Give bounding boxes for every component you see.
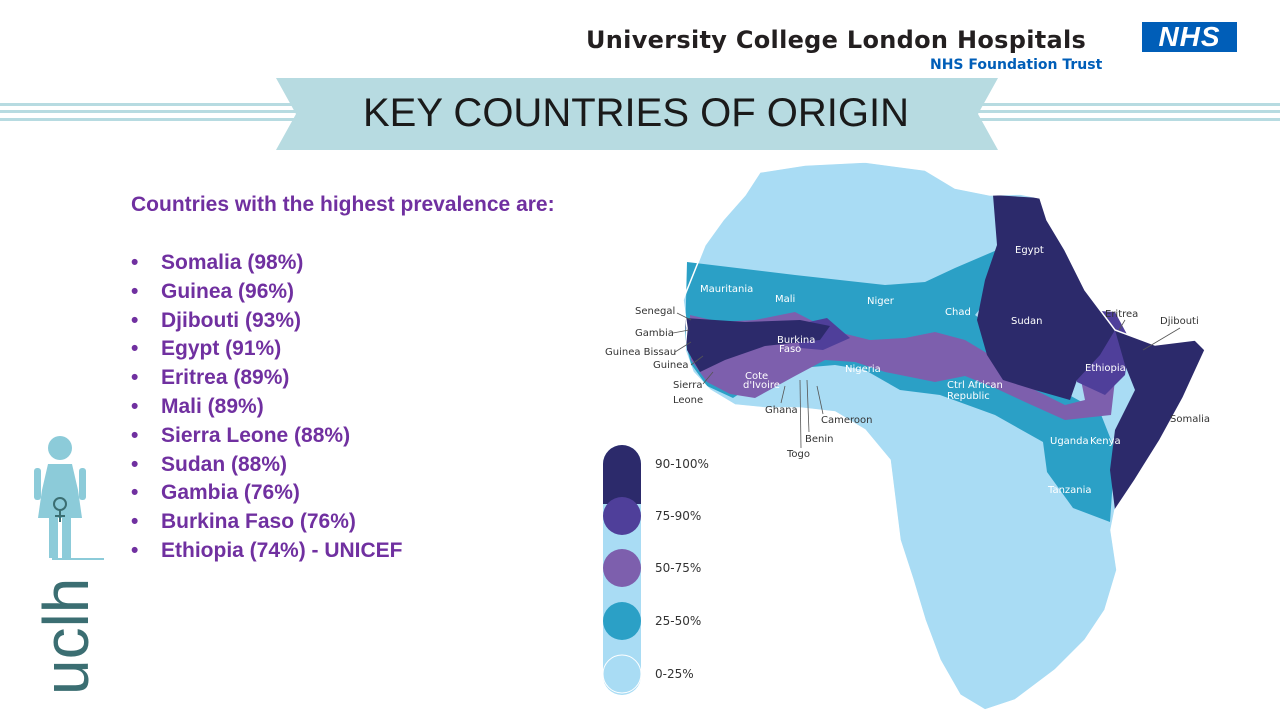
list-item: • Mali (89%) — [131, 394, 264, 418]
organization-name: University College London Hospitals — [586, 26, 1087, 54]
africa-prevalence-map: Mauritania Mali Niger Chad Egypt Sudan E… — [602, 161, 1210, 711]
legend-swatch-25-50 — [603, 602, 641, 640]
label-ghana: Ghana — [765, 405, 798, 416]
list-item: • Burkina Faso (76%) — [131, 510, 356, 534]
list-item: • Djibouti (93%) — [131, 308, 301, 332]
label-egypt: Egypt — [1015, 245, 1044, 256]
trust-name: NHS Foundation Trust — [930, 57, 1103, 73]
legend-label: 25-50% — [655, 614, 701, 628]
list-item: • Guinea (96%) — [131, 279, 295, 303]
label-car-line2: Republic — [947, 391, 990, 402]
label-mauritania: Mauritania — [700, 284, 753, 295]
label-cameroon: Cameroon — [821, 415, 872, 426]
title-banner — [276, 78, 998, 150]
list-item: • Eritrea (89%) — [131, 366, 290, 390]
list-item: • Ethiopia (74%) - UNICEF — [131, 538, 403, 562]
slide-title: KEY COUNTRIES OF ORIGIN — [363, 91, 909, 135]
label-djibouti: Djibouti — [1160, 316, 1199, 327]
label-gambia: Gambia — [635, 328, 674, 339]
legend-swatch-75-90 — [603, 497, 641, 535]
label-somalia: Somalia — [1170, 414, 1210, 425]
label-tanzania: Tanzania — [1047, 485, 1092, 496]
label-mali: Mali — [775, 294, 795, 305]
intro-text: Countries with the highest prevalence ar… — [131, 193, 555, 216]
svg-text:uclh: uclh — [30, 578, 102, 695]
legend-label: 0-25% — [655, 667, 694, 681]
label-uganda: Uganda — [1050, 436, 1089, 447]
list-item: • Somalia (98%) — [131, 251, 304, 274]
band-90-100 — [1110, 330, 1205, 510]
uclh-logo: uclh — [30, 436, 104, 695]
label-niger: Niger — [867, 296, 895, 307]
label-sierra-line1: Sierra — [673, 380, 702, 391]
label-guinea: Guinea — [653, 360, 688, 371]
label-cote-line2: d'Ivoire — [743, 380, 780, 391]
legend-swatch-0-25 — [602, 654, 642, 694]
list-item: • Egypt (91%) — [131, 337, 282, 361]
woman-symbol-icon — [34, 436, 86, 558]
label-guinea-bissau: Guinea Bissau — [605, 347, 676, 358]
label-sudan: Sudan — [1011, 316, 1043, 327]
label-cote-line1: Cote — [745, 371, 768, 382]
label-burkina-line1: Burkina — [777, 335, 815, 346]
label-kenya: Kenya — [1090, 436, 1121, 447]
list-item: • Gambia (76%) — [131, 481, 300, 505]
label-nigeria: Nigeria — [845, 364, 881, 375]
label-togo: Togo — [786, 449, 810, 460]
label-chad: Chad — [945, 307, 971, 318]
legend-swatch-50-75 — [603, 549, 641, 587]
legend-label: 75-90% — [655, 509, 701, 523]
label-burkina-line2: Faso — [779, 344, 801, 355]
label-sierra-line2: Leone — [673, 395, 703, 406]
map-legend: 90-100% 75-90% 50-75% 25-50% 0-25% — [602, 445, 709, 695]
legend-label: 50-75% — [655, 561, 701, 575]
label-senegal: Senegal — [635, 306, 675, 317]
country-list: • Somalia (98%) • Guinea (96%) • Djibouti (… — [131, 249, 403, 566]
list-item: • Sierra Leone (88%) — [131, 423, 351, 447]
list-item: • Sudan (88%) — [131, 452, 288, 476]
nhs-logo: NHS — [1142, 22, 1237, 52]
band-90-100 — [977, 195, 1115, 400]
label-eritrea: Eritrea — [1105, 309, 1138, 320]
label-ethiopia: Ethiopia — [1085, 363, 1126, 374]
label-benin: Benin — [805, 434, 833, 445]
label-car-line1: Ctrl African — [947, 380, 1003, 391]
legend-label: 90-100% — [655, 457, 709, 471]
band-90-100 — [685, 318, 830, 372]
